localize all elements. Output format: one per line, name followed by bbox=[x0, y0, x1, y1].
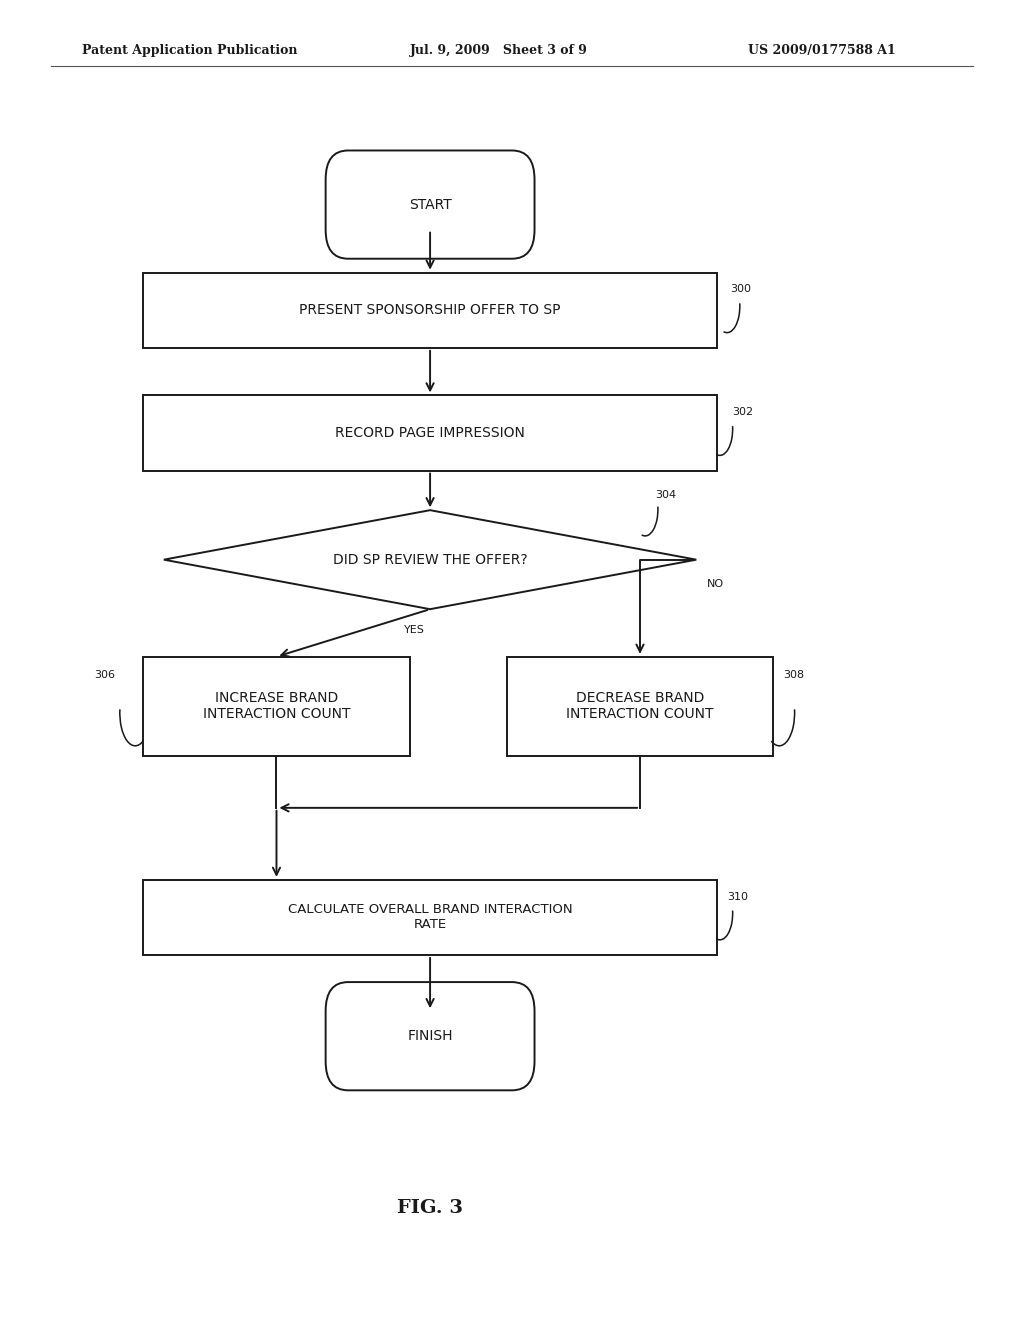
Text: 310: 310 bbox=[727, 891, 749, 902]
Text: DID SP REVIEW THE OFFER?: DID SP REVIEW THE OFFER? bbox=[333, 553, 527, 566]
Text: PRESENT SPONSORSHIP OFFER TO SP: PRESENT SPONSORSHIP OFFER TO SP bbox=[299, 304, 561, 317]
Polygon shape bbox=[164, 511, 696, 610]
Text: START: START bbox=[409, 198, 452, 211]
Bar bbox=[143, 272, 717, 347]
FancyBboxPatch shape bbox=[326, 982, 535, 1090]
Text: 308: 308 bbox=[783, 669, 805, 680]
Text: 304: 304 bbox=[655, 490, 677, 500]
Bar bbox=[143, 396, 717, 470]
Bar bbox=[143, 656, 410, 755]
Text: US 2009/0177588 A1: US 2009/0177588 A1 bbox=[748, 44, 895, 57]
Text: CALCULATE OVERALL BRAND INTERACTION
RATE: CALCULATE OVERALL BRAND INTERACTION RATE bbox=[288, 903, 572, 932]
Text: Patent Application Publication: Patent Application Publication bbox=[82, 44, 297, 57]
Text: 300: 300 bbox=[730, 284, 752, 294]
Text: FINISH: FINISH bbox=[408, 1030, 453, 1043]
Text: RECORD PAGE IMPRESSION: RECORD PAGE IMPRESSION bbox=[335, 426, 525, 440]
Text: FIG. 3: FIG. 3 bbox=[397, 1199, 463, 1217]
Text: YES: YES bbox=[404, 626, 425, 635]
FancyBboxPatch shape bbox=[326, 150, 535, 259]
Text: 306: 306 bbox=[94, 669, 116, 680]
Text: 302: 302 bbox=[732, 407, 754, 417]
Text: DECREASE BRAND
INTERACTION COUNT: DECREASE BRAND INTERACTION COUNT bbox=[566, 692, 714, 721]
Bar bbox=[143, 880, 717, 956]
Bar bbox=[507, 656, 773, 755]
Text: NO: NO bbox=[707, 579, 724, 590]
Text: INCREASE BRAND
INTERACTION COUNT: INCREASE BRAND INTERACTION COUNT bbox=[203, 692, 350, 721]
Text: Jul. 9, 2009   Sheet 3 of 9: Jul. 9, 2009 Sheet 3 of 9 bbox=[410, 44, 588, 57]
